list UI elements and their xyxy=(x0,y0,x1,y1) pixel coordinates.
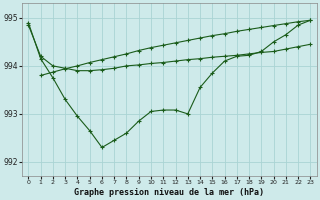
X-axis label: Graphe pression niveau de la mer (hPa): Graphe pression niveau de la mer (hPa) xyxy=(74,188,264,197)
